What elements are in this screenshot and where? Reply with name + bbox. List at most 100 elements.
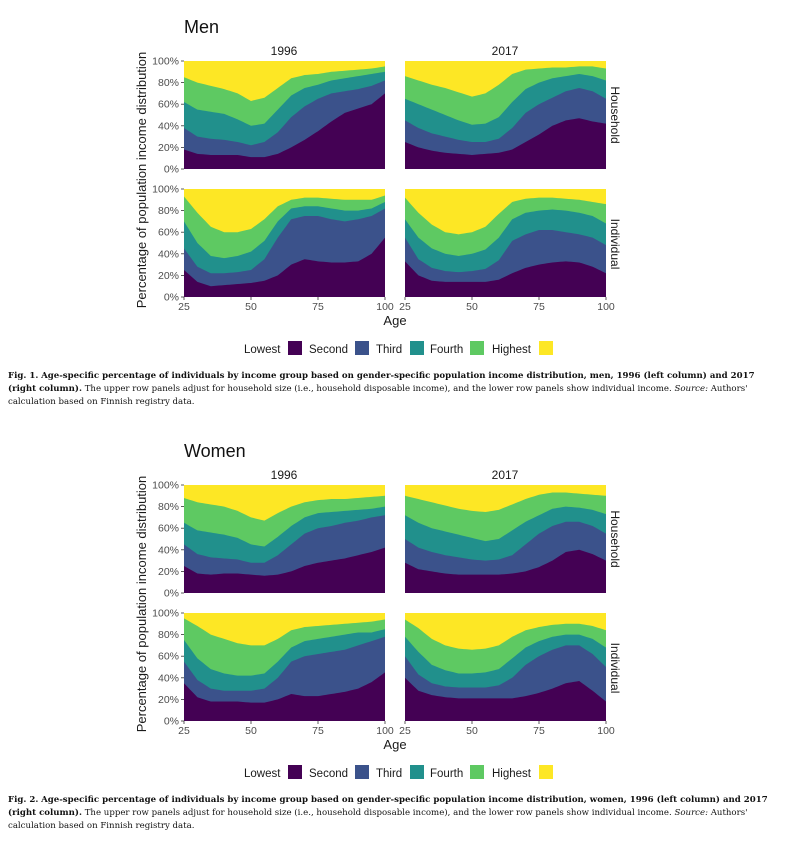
- y-tick-label: 100%: [152, 184, 179, 196]
- col-label-right: 2017: [492, 44, 519, 58]
- x-tick-label: 25: [178, 301, 190, 313]
- x-tick-label: 100: [376, 301, 394, 313]
- y-tick-label: 20%: [158, 566, 179, 578]
- legend-label-second: Second: [309, 344, 348, 356]
- y-tick-label: 60%: [158, 651, 179, 663]
- legend-key-third: [410, 765, 424, 779]
- legend-label-third: Third: [376, 344, 402, 356]
- area-lowest: [184, 547, 385, 593]
- caption-source: Authors' calculation based on Finnish re…: [8, 808, 748, 831]
- area-lowest: [405, 261, 606, 297]
- y-tick-label: 40%: [158, 544, 179, 556]
- y-axis-label: Percentage of population income distribu…: [134, 476, 149, 733]
- y-tick-label: 40%: [158, 248, 179, 260]
- legend: Lowest Second Third Fourth Highest: [244, 765, 553, 780]
- legend-label-lowest: Lowest: [244, 344, 281, 356]
- y-tick-label: 80%: [158, 77, 179, 89]
- panels: [184, 485, 606, 721]
- caption-label: Fig. 1.: [8, 371, 39, 381]
- legend-label-second: Second: [309, 768, 348, 780]
- y-tick-label: 100%: [152, 56, 179, 68]
- x-tick-label: 100: [376, 725, 394, 737]
- legend-label-third: Third: [376, 768, 402, 780]
- x-tick-label: 75: [312, 725, 324, 737]
- area-lowest: [405, 118, 606, 169]
- row-label-bottom: Individual: [608, 219, 622, 270]
- x-axis-label: Age: [383, 313, 406, 328]
- legend-key-lowest: [288, 765, 302, 779]
- y-tick-label: 20%: [158, 142, 179, 154]
- y-tick-label: 0%: [164, 292, 179, 304]
- x-tick-label: 50: [245, 301, 257, 313]
- x-tick-label: 25: [178, 725, 190, 737]
- y-tick-label: 100%: [152, 608, 179, 620]
- y-tick-label: 60%: [158, 523, 179, 535]
- y-tick-label: 0%: [164, 164, 179, 176]
- x-tick-label: 50: [466, 301, 478, 313]
- legend-key-second: [355, 341, 369, 355]
- x-tick-label: 50: [466, 725, 478, 737]
- panels: [184, 61, 606, 297]
- col-label-left: 1996: [271, 44, 298, 58]
- x-tick-label: 75: [312, 301, 324, 313]
- legend-key-highest: [539, 765, 553, 779]
- y-tick-label: 40%: [158, 120, 179, 132]
- x-tick-label: 50: [245, 725, 257, 737]
- legend-label-highest: Highest: [492, 344, 532, 356]
- y-tick-label: 0%: [164, 716, 179, 728]
- chart-men: Men 1996 2017 Household Individual Perce…: [134, 17, 622, 356]
- y-axis-label: Percentage of population income distribu…: [134, 52, 149, 309]
- row-label-top: Household: [608, 510, 622, 567]
- legend-key-lowest: [288, 341, 302, 355]
- y-tick-label: 80%: [158, 205, 179, 217]
- row-label-bottom: Individual: [608, 643, 622, 694]
- area-lowest: [184, 672, 385, 721]
- area-lowest: [405, 549, 606, 593]
- caption-source: Authors' calculation based on Finnish re…: [8, 384, 748, 407]
- legend: Lowest Second Third Fourth Highest: [244, 341, 553, 356]
- x-tick-label: 25: [399, 725, 411, 737]
- caption-text: The upper row panels adjust for househol…: [84, 808, 672, 818]
- area-lowest: [184, 237, 385, 297]
- x-tick-label: 75: [533, 301, 545, 313]
- col-label-right: 2017: [492, 468, 519, 482]
- legend-key-second: [355, 765, 369, 779]
- y-tick-label: 60%: [158, 227, 179, 239]
- x-tick-label: 100: [597, 301, 615, 313]
- figure-caption: Fig. 2. Age-specific percentage of indiv…: [8, 794, 770, 833]
- area-lowest: [405, 677, 606, 721]
- y-tick-label: 40%: [158, 672, 179, 684]
- legend-label-fourth: Fourth: [430, 768, 463, 780]
- x-tick-label: 75: [533, 725, 545, 737]
- y-tick-label: 100%: [152, 480, 179, 492]
- caption-text: The upper row panels adjust for househol…: [84, 384, 672, 394]
- caption-label: Fig. 2.: [8, 795, 39, 805]
- x-tick-label: 100: [597, 725, 615, 737]
- plot-title: Men: [184, 17, 219, 37]
- y-tick-label: 0%: [164, 588, 179, 600]
- row-label-top: Household: [608, 86, 622, 143]
- plot-title: Women: [184, 441, 246, 461]
- axis-ticks: 0% 20% 40% 60% 80% 100% 0% 20% 40% 60% 80% 100% 25 50…: [152, 480, 615, 738]
- y-tick-label: 60%: [158, 99, 179, 111]
- chart-women: Women 1996 2017 Household Individual Per…: [134, 441, 622, 780]
- area-lowest: [184, 93, 385, 169]
- caption-bold: Age-specific percentage of individuals b…: [8, 371, 755, 394]
- axis-ticks: 0% 20% 40% 60% 80% 100% 0% 20% 40% 60% 80% 100% 25 50…: [152, 56, 615, 314]
- x-axis-label: Age: [383, 737, 406, 752]
- legend-key-third: [410, 341, 424, 355]
- legend-key-fourth: [470, 341, 484, 355]
- figure-caption: Fig. 1. Age-specific percentage of indiv…: [8, 370, 770, 409]
- caption-source-label: Source:: [674, 384, 708, 394]
- y-tick-label: 20%: [158, 270, 179, 282]
- legend-label-fourth: Fourth: [430, 344, 463, 356]
- figure-women: Women 1996 2017 Household Individual Per…: [0, 424, 787, 857]
- y-tick-label: 80%: [158, 629, 179, 641]
- caption-source-label: Source:: [674, 808, 708, 818]
- x-tick-label: 25: [399, 301, 411, 313]
- y-tick-label: 80%: [158, 501, 179, 513]
- col-label-left: 1996: [271, 468, 298, 482]
- legend-label-highest: Highest: [492, 768, 532, 780]
- legend-key-highest: [539, 341, 553, 355]
- y-tick-label: 20%: [158, 694, 179, 706]
